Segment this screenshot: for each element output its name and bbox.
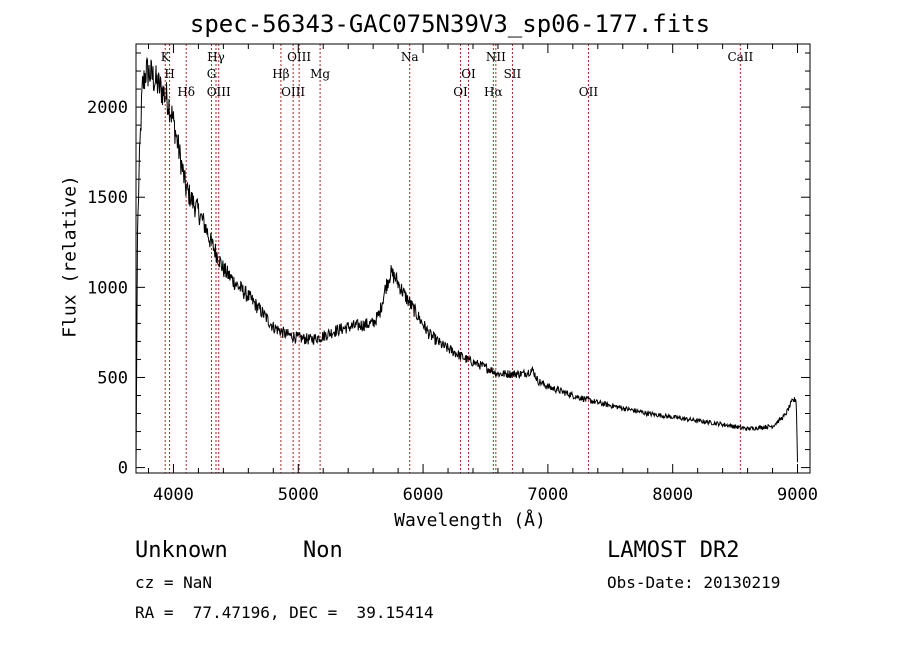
y-tick-label: 500: [97, 368, 128, 388]
spectral-line-label: G: [207, 67, 217, 81]
spectral-line-label: OIII: [281, 85, 305, 99]
x-tick-label: 8000: [652, 485, 693, 505]
spectral-line-label: OIII: [207, 85, 231, 99]
spectral-line-label: OIII: [287, 50, 311, 64]
x-axis-label: Wavelength (Å): [394, 510, 546, 531]
spectral-line-label: Hα: [484, 85, 503, 99]
spectral-line-label: H: [164, 67, 174, 81]
spectral-line-label: OII: [579, 85, 599, 99]
y-axis-label: Flux (relative): [59, 175, 81, 338]
redshift-value: cz = NaN: [135, 573, 213, 592]
x-axis-ticks: 4000 5000 6000 7000 8000 9000: [147, 44, 818, 505]
x-tick-label: 6000: [403, 485, 444, 505]
x-tick-label: 5000: [278, 485, 319, 505]
x-tick-label: 9000: [777, 485, 818, 505]
x-tick-label: 4000: [153, 485, 194, 505]
spectral-line-label: SII: [504, 67, 522, 81]
spectral-line-label: Hγ: [207, 50, 225, 64]
spectrum-curve: [135, 56, 798, 468]
coordinates: RA = 77.47196, DEC = 39.15414: [135, 603, 434, 622]
spectral-line-label: K: [161, 50, 171, 64]
spectral-line-label: Hδ: [177, 85, 195, 99]
spectral-line-label: Mg: [310, 67, 330, 81]
spectral-line-label: NII: [486, 50, 506, 64]
y-tick-label: 1000: [87, 278, 128, 298]
spectral-line-label: Na: [401, 50, 419, 64]
x-tick-label: 7000: [527, 485, 568, 505]
spectral-line-label: OI: [453, 85, 468, 99]
y-tick-label: 2000: [87, 98, 128, 118]
spectral-line-label: Hβ: [272, 67, 289, 81]
object-class: Unknown: [135, 538, 228, 563]
y-axis-ticks: 0 500 1000 1500 2000: [87, 52, 810, 479]
y-tick-label: 1500: [87, 188, 128, 208]
obs-date: Obs-Date: 20130219: [607, 573, 781, 592]
chart-title: spec-56343-GAC075N39V3_sp06-177.fits: [189, 10, 711, 38]
survey-name: LAMOST DR2: [607, 538, 740, 563]
spectral-line-label: OI: [461, 67, 476, 81]
spectral-line-label: CaII: [727, 50, 753, 64]
object-subclass: Non: [303, 538, 343, 563]
spectral-line-markers: [164, 44, 741, 473]
plot-frame: [135, 43, 811, 474]
y-tick-label: 0: [118, 459, 128, 479]
